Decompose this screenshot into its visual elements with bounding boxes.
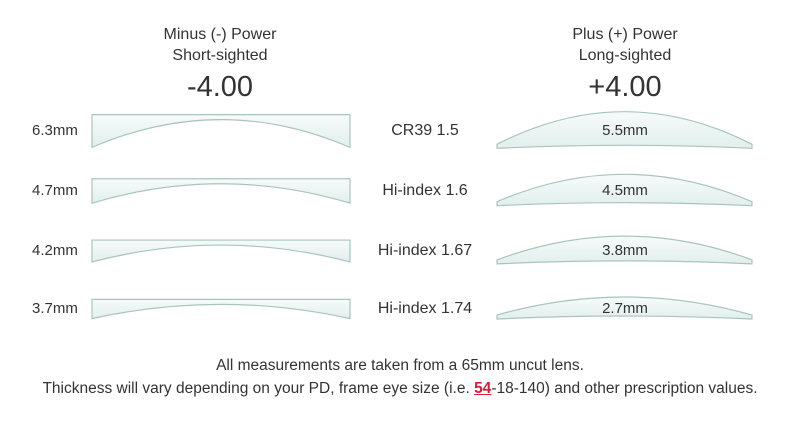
minus-power-subtitle: Short-sighted: [172, 47, 268, 64]
minus-thickness-label: 4.7mm: [32, 182, 78, 199]
minus-lens-profile: [91, 178, 351, 205]
minus-power-title: Minus (-) Power: [163, 26, 277, 43]
plus-thickness-label: 4.5mm: [602, 182, 648, 199]
minus-thickness-label: 4.2mm: [32, 242, 78, 259]
minus-lens-profile: [91, 239, 351, 263]
eye-size-highlight: 54: [474, 380, 492, 397]
lens-material-label: Hi-index 1.74: [377, 300, 473, 317]
minus-thickness-label: 6.3mm: [32, 122, 78, 139]
lens-material-label: Hi-index 1.67: [377, 242, 473, 259]
plus-thickness-label: 5.5mm: [602, 122, 648, 139]
minus-lens-profile: [91, 298, 351, 320]
plus-lens-profile: [496, 235, 753, 265]
plus-power-value: +4.00: [588, 71, 662, 103]
plus-thickness-label: 3.8mm: [602, 242, 648, 259]
footer-note-2-after: -18-140) and other prescription values.: [491, 380, 758, 397]
plus-power-subtitle: Long-sighted: [578, 47, 672, 64]
plus-lens-profile: [496, 296, 753, 320]
footer-note-2: Thickness will vary depending on your PD…: [0, 378, 800, 400]
minus-thickness-label: 3.7mm: [32, 300, 78, 317]
plus-lens-profile: [496, 111, 753, 149]
plus-lens-profile: [496, 173, 753, 207]
minus-power-value: -4.00: [186, 71, 254, 103]
plus-power-title: Plus (+) Power: [572, 26, 678, 43]
lens-material-label: Hi-index 1.6: [382, 182, 468, 199]
plus-thickness-label: 2.7mm: [602, 300, 648, 317]
footer-note-2-before: Thickness will vary depending on your PD…: [42, 380, 475, 397]
minus-lens-profile: [91, 114, 351, 149]
lens-material-label: CR39 1.5: [391, 122, 459, 139]
footer-note-1: All measurements are taken from a 65mm u…: [216, 357, 584, 374]
